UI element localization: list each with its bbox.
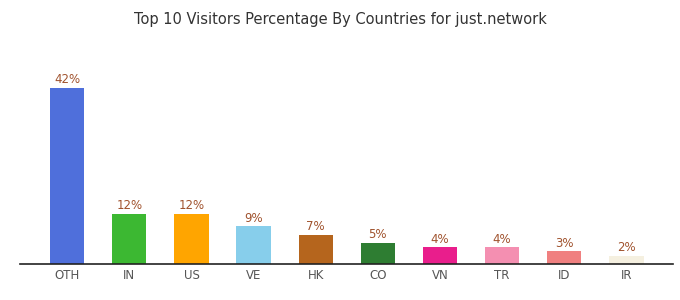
- Text: 2%: 2%: [617, 241, 636, 254]
- Bar: [485, 247, 520, 264]
- Bar: [423, 247, 457, 264]
- Bar: [299, 235, 333, 264]
- Text: 7%: 7%: [307, 220, 325, 233]
- Text: 4%: 4%: [430, 232, 449, 245]
- Text: Top 10 Visitors Percentage By Countries for just.network: Top 10 Visitors Percentage By Countries …: [133, 12, 547, 27]
- Text: 42%: 42%: [54, 73, 80, 86]
- Bar: [547, 251, 581, 264]
- Bar: [112, 214, 146, 264]
- Text: 12%: 12%: [178, 199, 205, 212]
- Text: 5%: 5%: [369, 228, 387, 241]
- Text: 4%: 4%: [493, 232, 511, 245]
- Bar: [174, 214, 209, 264]
- Text: 3%: 3%: [555, 237, 573, 250]
- Text: 9%: 9%: [244, 212, 263, 224]
- Bar: [609, 256, 643, 264]
- Bar: [237, 226, 271, 264]
- Bar: [361, 243, 395, 264]
- Bar: [50, 88, 84, 264]
- Text: 12%: 12%: [116, 199, 142, 212]
